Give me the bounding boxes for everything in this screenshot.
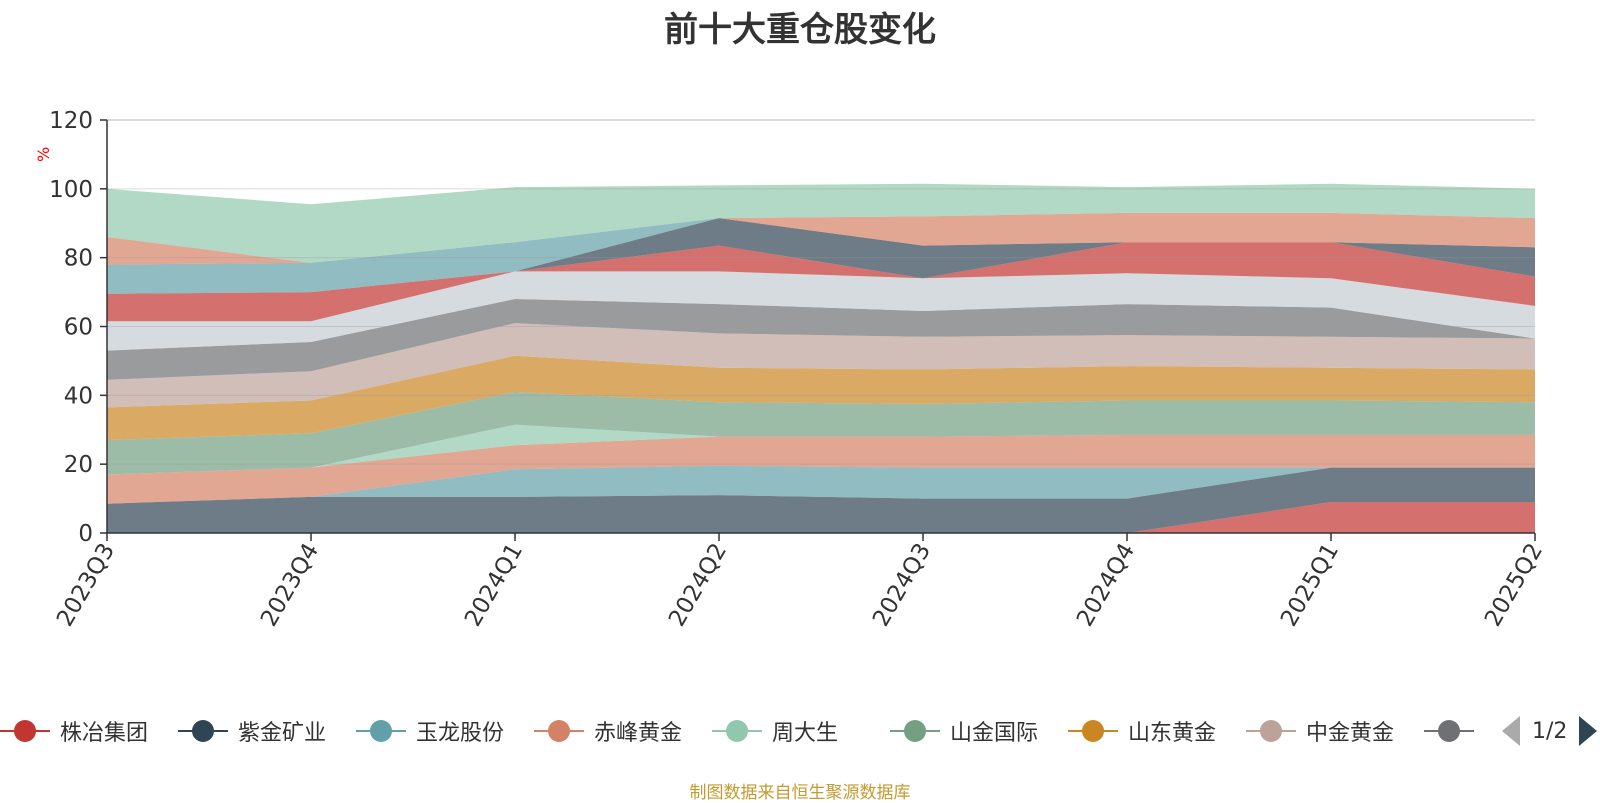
area-series-10 — [107, 242, 1535, 322]
legend-label: 玉龙股份 — [416, 721, 505, 746]
area-series-3 — [107, 434, 1535, 504]
legend-item[interactable]: 恒邦股份 — [1424, 718, 1482, 744]
area-series-14 — [107, 183, 1535, 263]
legend-marker-icon — [1246, 718, 1296, 744]
legend-marker-icon — [534, 718, 584, 744]
x-tick-label: 2025Q1 — [1276, 539, 1344, 631]
legend-item[interactable]: 山金国际 — [890, 718, 1039, 746]
x-tick-label: 2024Q4 — [1072, 539, 1140, 631]
y-tick-label: 120 — [49, 108, 93, 134]
area-series-4 — [107, 424, 1535, 475]
legend: 株冶集团紫金矿业玉龙股份赤峰黄金周大生山金国际山东黄金中金黄金恒邦股份西部黄金湖… — [0, 700, 1600, 760]
legend-marker-icon — [178, 718, 228, 744]
chart-title: 前十大重仓股变化 — [664, 10, 936, 50]
x-tick-label: 2025Q2 — [1480, 539, 1548, 631]
legend-item[interactable]: 赤峰黄金 — [534, 718, 683, 746]
area-series — [107, 183, 1535, 533]
y-tick-label: 40 — [64, 383, 93, 409]
x-tick-label: 2023Q4 — [256, 539, 324, 631]
area-series-9 — [107, 271, 1535, 351]
y-tick-label: 20 — [64, 452, 93, 478]
area-series-2 — [107, 465, 1535, 504]
area-series-11 — [107, 218, 1535, 294]
x-tick-label: 2024Q2 — [664, 539, 732, 631]
legend-page-indicator: 1/2 — [1532, 718, 1568, 744]
legend-marker-icon — [712, 718, 762, 744]
data-source-note: 制图数据来自恒生聚源数据库 — [689, 783, 911, 803]
legend-marker-icon — [0, 718, 50, 744]
legend-items: 株冶集团紫金矿业玉龙股份赤峰黄金周大生山金国际山东黄金中金黄金恒邦股份西部黄金湖… — [0, 700, 1482, 760]
stacked-area-chart: 0 20 40 60 80 100 120 2023Q3 2023Q4 2024Q1 2024Q2 2… — [34, 108, 1548, 631]
area-series-12 — [107, 218, 1535, 294]
area-series-5 — [107, 391, 1535, 475]
area-series-8 — [107, 299, 1535, 380]
legend-pager: 1/2 — [1502, 716, 1598, 746]
legend-item[interactable]: 玉龙股份 — [356, 718, 505, 746]
legend-label: 周大生 — [772, 721, 839, 746]
legend-marker-icon — [356, 718, 406, 744]
legend-prev-page-icon[interactable] — [1502, 716, 1520, 746]
legend-label: 赤峰黄金 — [594, 721, 683, 746]
y-tick-label: 100 — [49, 177, 93, 203]
legend-marker-icon — [1068, 718, 1118, 744]
legend-item[interactable]: 中金黄金 — [1246, 718, 1395, 746]
legend-item[interactable]: 周大生 — [712, 718, 839, 746]
legend-label: 山金国际 — [950, 721, 1039, 746]
x-tick-label: 2024Q3 — [868, 539, 936, 631]
legend-marker-icon — [890, 718, 940, 744]
legend-label: 株冶集团 — [60, 721, 149, 746]
area-series-7 — [107, 323, 1535, 408]
gridlines — [107, 119, 1535, 465]
y-tick-label: 60 — [64, 315, 93, 341]
legend-label: 紫金矿业 — [238, 721, 327, 746]
area-series-13 — [107, 212, 1535, 265]
legend-item[interactable]: 山东黄金 — [1068, 718, 1217, 746]
x-tick-label: 2024Q1 — [460, 539, 528, 631]
legend-label: 中金黄金 — [1306, 721, 1395, 746]
y-axis-unit-label: % — [34, 147, 53, 162]
legend-next-page-icon[interactable] — [1579, 716, 1598, 746]
y-tick-label: 0 — [78, 521, 93, 547]
legend-marker-icon — [1424, 718, 1474, 744]
legend-item[interactable]: 株冶集团 — [0, 718, 149, 746]
area-series-6 — [107, 355, 1535, 441]
legend-item[interactable]: 紫金矿业 — [178, 718, 327, 746]
y-tick-label: 80 — [64, 246, 93, 272]
x-tick-label: 2023Q3 — [52, 539, 120, 631]
legend-label: 山东黄金 — [1128, 721, 1217, 746]
area-series-1 — [107, 467, 1535, 533]
